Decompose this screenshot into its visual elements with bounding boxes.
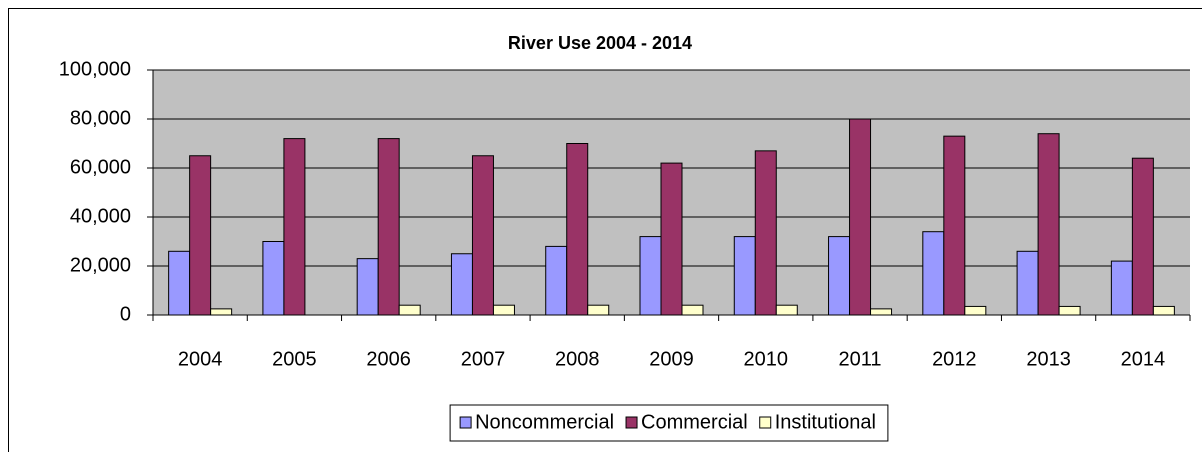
legend-label: Institutional (775, 411, 876, 433)
bar (356, 258, 379, 316)
bar (660, 162, 683, 316)
bar (775, 304, 798, 316)
bar (943, 135, 966, 316)
x-tick-label: 2012 (932, 348, 977, 370)
bar (450, 253, 473, 316)
bar (1058, 305, 1081, 316)
bar (1037, 133, 1060, 316)
x-tick-label: 2010 (744, 348, 789, 370)
x-tick-label: 2004 (178, 348, 223, 370)
bar (377, 138, 400, 316)
bar (922, 231, 945, 316)
bar (1131, 157, 1154, 316)
bar (754, 150, 777, 316)
x-tick-label: 2014 (1121, 348, 1166, 370)
bar (262, 241, 285, 316)
bar (964, 305, 987, 316)
x-tick-label: 2008 (555, 348, 600, 370)
legend-swatch (459, 416, 472, 429)
x-tick-label: 2009 (649, 348, 694, 370)
x-tick-label: 2007 (461, 348, 506, 370)
legend-label: Noncommercial (475, 411, 614, 433)
y-tick-label: 100,000 (59, 58, 131, 80)
x-tick-label: 2005 (272, 348, 317, 370)
bar (210, 308, 233, 316)
legend-swatch (759, 416, 772, 429)
bar (545, 245, 568, 316)
bar (639, 236, 662, 316)
x-tick-label: 2006 (366, 348, 411, 370)
legend-swatch (625, 416, 638, 429)
bar (870, 308, 893, 316)
y-tick-label: 80,000 (70, 107, 131, 129)
bar (733, 236, 756, 316)
y-tick-label: 20,000 (70, 254, 131, 276)
bar (849, 118, 872, 316)
bar (828, 236, 851, 316)
bar (283, 138, 306, 316)
bar (1110, 260, 1133, 316)
bar (398, 304, 421, 316)
bar (1016, 250, 1039, 316)
y-tick-label: 60,000 (70, 156, 131, 178)
bar (1152, 305, 1175, 316)
bar (566, 143, 589, 316)
bar (189, 155, 212, 316)
bar (587, 304, 610, 316)
bar (492, 304, 515, 316)
y-tick-label: 40,000 (70, 205, 131, 227)
legend-label: Commercial (641, 411, 748, 433)
bar (681, 304, 704, 316)
chart-title: River Use 2004 - 2014 (508, 33, 692, 53)
x-tick-label: 2013 (1026, 348, 1071, 370)
legend-box (449, 404, 889, 442)
y-tick-label: 0 (120, 303, 131, 325)
bar (168, 250, 191, 316)
bar (471, 155, 494, 316)
x-tick-label: 2011 (839, 348, 882, 370)
